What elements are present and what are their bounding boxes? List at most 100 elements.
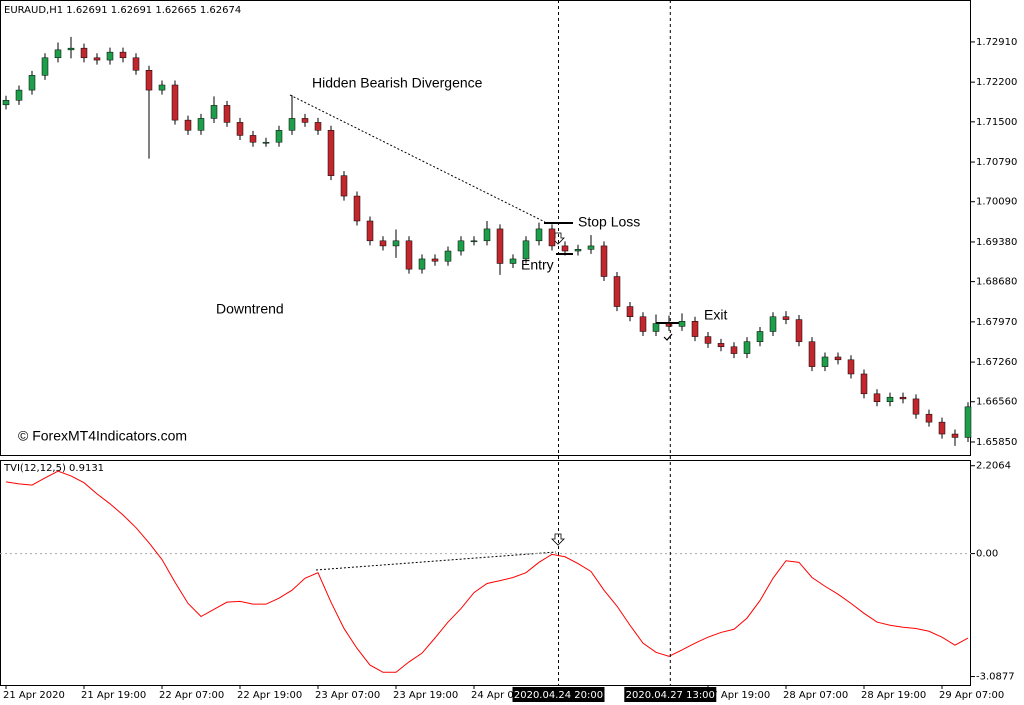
y-tick-label: 1.72200 bbox=[976, 77, 1017, 88]
indicator-panel-frame bbox=[0, 460, 971, 686]
candle-body bbox=[41, 57, 49, 76]
candle-body bbox=[951, 433, 959, 438]
candle-body bbox=[925, 413, 933, 423]
candle-body bbox=[678, 321, 686, 327]
x-tick-label: 21 Apr 2020 bbox=[3, 690, 65, 701]
x-tick-label: 22 Apr 19:00 bbox=[237, 690, 302, 701]
candle-body bbox=[626, 306, 634, 317]
candle-body bbox=[548, 228, 556, 247]
candle-body bbox=[457, 240, 465, 252]
candle-body bbox=[340, 175, 348, 197]
candle-body bbox=[483, 228, 491, 242]
candle-body bbox=[301, 118, 309, 123]
x-tick-label: 28 Apr 07:00 bbox=[783, 690, 848, 701]
divergence-line-price bbox=[289, 94, 546, 223]
annotation: Hidden Bearish Divergence bbox=[312, 75, 483, 91]
candle-body bbox=[769, 316, 777, 332]
watermark: © ForexMT4Indicators.com bbox=[18, 428, 187, 444]
candle-body bbox=[431, 258, 439, 262]
candle-body bbox=[171, 84, 179, 121]
candle-body bbox=[912, 398, 920, 415]
x-tick-label: 23 Apr 19:00 bbox=[393, 690, 458, 701]
y-tick-label: 1.67260 bbox=[976, 357, 1017, 368]
y-tick-label: 1.65850 bbox=[976, 437, 1017, 448]
candle-body bbox=[54, 49, 62, 59]
candle-body bbox=[249, 135, 257, 143]
crosshair-label-box bbox=[624, 687, 717, 702]
candle-body bbox=[314, 122, 322, 131]
indicator-line bbox=[5, 470, 969, 673]
y-tick-label: -3.0877 bbox=[976, 672, 1015, 683]
candle-body bbox=[262, 141, 270, 144]
sell-arrow-indicator bbox=[551, 533, 565, 546]
x-tick-label: 28 Apr 19:00 bbox=[861, 690, 926, 701]
annotation: Entry bbox=[521, 257, 554, 273]
x-tick-label: 29 Apr 07:00 bbox=[939, 690, 1004, 701]
y-tick-label: 2.2064 bbox=[976, 461, 1011, 472]
candle-body bbox=[509, 258, 517, 264]
candle-body bbox=[353, 195, 361, 222]
candle-body bbox=[613, 276, 621, 307]
candle-body bbox=[275, 130, 283, 143]
candle-body bbox=[106, 51, 114, 61]
candle-body bbox=[470, 240, 478, 243]
price-panel-title: EURAUD,H1 1.62691 1.62691 1.62665 1.6267… bbox=[4, 5, 241, 16]
divergence-line-indicator bbox=[315, 551, 557, 571]
candle-body bbox=[184, 119, 192, 131]
candle-body bbox=[418, 258, 426, 270]
candle-body bbox=[886, 396, 894, 402]
candle-body bbox=[496, 228, 504, 264]
x-tick-label: 22 Apr 07:00 bbox=[159, 690, 224, 701]
candle-body bbox=[522, 240, 530, 260]
candle-body bbox=[600, 245, 608, 277]
candle-body bbox=[561, 245, 569, 252]
candle-body bbox=[145, 70, 153, 91]
candle-body bbox=[899, 396, 907, 400]
candle-body bbox=[782, 316, 790, 320]
candle-body bbox=[288, 118, 296, 131]
x-tick-label: 23 Apr 07:00 bbox=[315, 690, 380, 701]
candle-body bbox=[444, 250, 452, 262]
candle-body bbox=[535, 228, 543, 242]
y-tick-label: 1.68680 bbox=[976, 277, 1017, 288]
x-tick-label: 21 Apr 19:00 bbox=[81, 690, 146, 701]
y-tick-label: 1.70090 bbox=[976, 197, 1017, 208]
candle-body bbox=[821, 356, 829, 367]
y-tick-label: 1.69380 bbox=[976, 237, 1017, 248]
candle-body bbox=[67, 47, 75, 51]
candle-body bbox=[2, 100, 10, 106]
candle-body bbox=[405, 240, 413, 270]
candle-body bbox=[15, 89, 23, 101]
crosshair-label: 2020.04.27 13:00 bbox=[626, 690, 715, 701]
candle-body bbox=[132, 57, 140, 71]
candle-body bbox=[717, 343, 725, 348]
candle-body bbox=[197, 118, 205, 131]
candle-body bbox=[652, 323, 660, 332]
candle-body bbox=[665, 323, 673, 327]
candle-body bbox=[938, 421, 946, 435]
candle-body bbox=[743, 341, 751, 354]
candle-body bbox=[366, 220, 374, 242]
candle-body bbox=[327, 130, 335, 176]
candle-body bbox=[80, 47, 88, 59]
crosshair-label: 2020.04.24 20:00 bbox=[514, 690, 603, 701]
indicator-panel-title: TVI(12,12,5) 0.9131 bbox=[3, 463, 104, 474]
crosshair-label-box bbox=[512, 687, 605, 702]
candle-body bbox=[93, 57, 101, 61]
candle-body bbox=[223, 105, 231, 123]
candle-body bbox=[795, 319, 803, 342]
candle-body bbox=[730, 346, 738, 354]
candle-body bbox=[860, 373, 868, 395]
y-tick-label: 1.67970 bbox=[976, 317, 1017, 328]
candle-body bbox=[964, 406, 972, 438]
x-tick-label: 27 Apr 19:00 bbox=[705, 690, 770, 701]
candle-body bbox=[28, 75, 36, 91]
candle-body bbox=[756, 331, 764, 342]
candle-body bbox=[574, 249, 582, 252]
y-tick-label: 1.72910 bbox=[976, 37, 1017, 48]
candle-body bbox=[808, 341, 816, 367]
annotation: Exit bbox=[704, 307, 727, 323]
candle-body bbox=[392, 240, 400, 247]
candle-body bbox=[691, 321, 699, 337]
